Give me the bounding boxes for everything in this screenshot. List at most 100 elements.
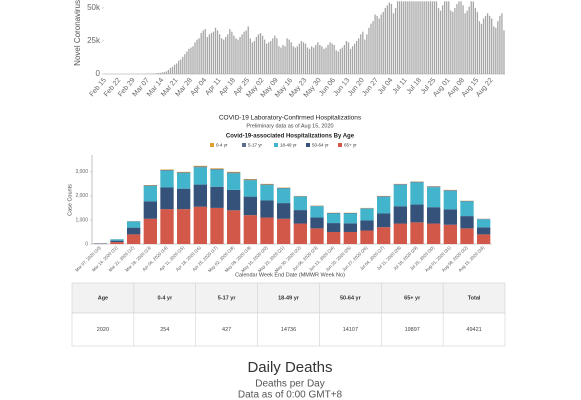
bar-segment xyxy=(427,223,441,244)
bar xyxy=(341,47,344,74)
bar xyxy=(210,33,213,74)
bar xyxy=(349,48,352,74)
bar xyxy=(249,38,251,74)
bar xyxy=(280,47,282,74)
bar-segment xyxy=(343,213,357,224)
bar-segment xyxy=(160,187,174,210)
bar-segment xyxy=(393,223,407,244)
bar xyxy=(450,10,452,75)
bar-segment xyxy=(193,206,207,244)
bar xyxy=(452,11,454,75)
bar xyxy=(311,46,313,74)
table-header-cell: 5-17 yr xyxy=(218,295,237,301)
bar xyxy=(304,43,307,74)
section-note: Data as of 0:00 GMT+8 xyxy=(238,390,343,400)
bar xyxy=(167,70,170,74)
bar-segment xyxy=(460,228,474,244)
bar-segment xyxy=(393,206,407,224)
legend-swatch xyxy=(306,143,310,147)
bar xyxy=(396,1,399,75)
bar xyxy=(247,26,249,74)
bar xyxy=(159,72,161,74)
bar xyxy=(337,51,339,74)
legend-label: 5-17 yr xyxy=(248,142,263,147)
bar-segment xyxy=(160,169,174,171)
legend-label: 0-4 yr xyxy=(216,142,228,147)
bar xyxy=(157,73,159,74)
bar-segment xyxy=(127,221,141,228)
bar xyxy=(265,43,268,74)
bar-segment xyxy=(210,168,224,170)
table-cell: 19897 xyxy=(405,327,420,333)
bar xyxy=(329,42,331,74)
bar xyxy=(278,46,280,74)
bar-segment xyxy=(427,207,441,224)
bar-segment xyxy=(243,180,257,197)
bar-segment xyxy=(243,179,257,181)
bar-segment xyxy=(260,217,274,244)
bar-segment xyxy=(193,184,207,207)
bar-segment xyxy=(110,240,124,243)
bar xyxy=(441,5,444,75)
bar xyxy=(476,11,479,75)
table-cell: 14736 xyxy=(281,327,296,333)
bar xyxy=(270,40,272,74)
bar xyxy=(153,73,155,74)
bar xyxy=(253,40,256,74)
bar xyxy=(456,3,458,74)
bar-segment xyxy=(260,200,274,218)
bar xyxy=(294,47,296,74)
bar xyxy=(392,13,395,74)
bar xyxy=(196,39,198,74)
y-axis-title: Novel Coronavirus xyxy=(73,0,82,66)
y-tick-label: 2,000 xyxy=(75,193,88,199)
bar-segment xyxy=(227,173,241,190)
bar-segment xyxy=(443,190,457,191)
bar xyxy=(204,29,206,75)
bar-segment xyxy=(143,218,157,244)
bar xyxy=(495,27,497,74)
bar xyxy=(282,44,284,74)
x-tick-label: Jun 27 xyxy=(361,77,380,98)
bar-segment xyxy=(227,172,241,174)
table-header-cell: Total xyxy=(468,295,481,301)
section-subtitle: Deaths per Day xyxy=(255,379,324,390)
bar-segment xyxy=(277,187,291,189)
bar xyxy=(501,13,503,74)
bar xyxy=(251,42,253,74)
bar xyxy=(474,7,476,74)
bar xyxy=(470,1,472,75)
table-header-row xyxy=(71,282,506,314)
bar xyxy=(220,38,223,74)
bar xyxy=(216,30,219,74)
bar-segment xyxy=(477,219,491,228)
bar xyxy=(390,3,393,74)
table-cell: 14107 xyxy=(343,327,358,333)
bar-segment xyxy=(260,184,274,186)
bar xyxy=(233,35,235,74)
bar xyxy=(296,46,298,74)
bar xyxy=(370,23,372,75)
bar xyxy=(358,38,360,74)
table-cell: 2020 xyxy=(97,327,109,333)
bar-segment xyxy=(193,166,207,168)
legend-label: 65+ yr xyxy=(344,142,357,147)
bar xyxy=(188,48,190,74)
legend-label: 50-64 yr xyxy=(312,142,329,147)
bar xyxy=(368,27,370,74)
bar xyxy=(192,46,194,74)
bar-segment xyxy=(427,186,441,188)
bar-segment xyxy=(293,223,307,244)
bar xyxy=(351,46,354,74)
bar-segment xyxy=(460,216,474,229)
bar xyxy=(454,7,456,74)
bar-segment xyxy=(410,204,424,223)
bar xyxy=(409,1,411,75)
bar-segment xyxy=(243,196,257,216)
bar xyxy=(489,15,491,74)
bar-segment xyxy=(377,196,391,214)
bar xyxy=(202,30,204,74)
bar-segment xyxy=(243,215,257,244)
bar xyxy=(497,21,499,74)
bar xyxy=(268,42,270,74)
